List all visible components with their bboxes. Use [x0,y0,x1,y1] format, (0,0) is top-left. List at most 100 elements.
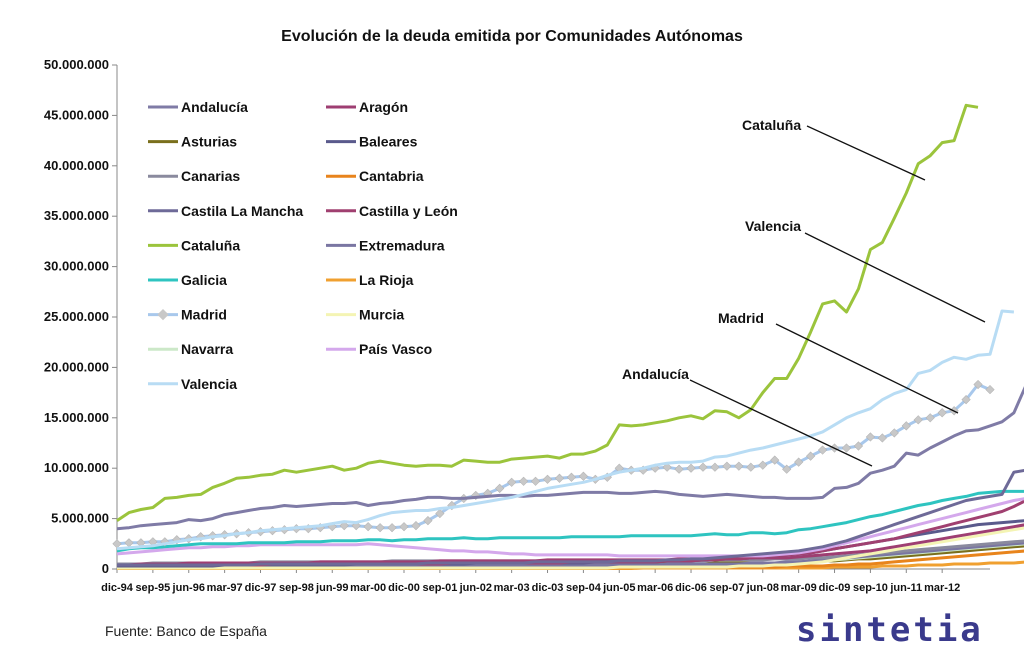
series-line-Castila La Mancha [117,468,1024,567]
annotation-label: Andalucía [622,366,689,382]
madrid-marker [961,395,971,405]
madrid-marker [566,472,577,482]
x-tick-label: mar-12 [924,582,960,594]
legend-item: Cataluña [148,237,240,253]
madrid-marker [877,433,887,443]
legend-item: Castila La Mancha [148,203,303,219]
annotation-label: Madrid [718,310,764,326]
legend-item: Navarra [148,341,233,357]
y-tick-label: 20.000.000 [44,359,109,374]
madrid-marker [578,471,588,481]
x-tick-label: dic-97 [245,582,277,594]
legend-label: Cataluña [181,237,240,253]
madrid-marker [841,443,852,453]
legend-item: Madrid [148,307,227,323]
y-tick-label: 50.000.000 [44,57,109,72]
madrid-marker [913,415,923,425]
y-tick-label: 25.000.000 [44,309,109,324]
madrid-marker [746,462,756,472]
legend-label: Galicia [181,272,227,288]
series-line-Murcia [117,526,1024,570]
legend-item: Baleares [326,134,418,150]
x-tick-label: dic-00 [388,582,420,594]
legend-item: Valencia [148,376,237,392]
madrid-marker [985,384,995,395]
annotation-leader [689,379,873,467]
legend-item: Asturias [148,134,237,150]
series-line-Cataluña [116,103,979,522]
y-tick-label: 10.000.000 [44,460,109,475]
madrid-marker [770,455,780,465]
x-tick-label: sep-10 [853,582,888,594]
legend-label: Asturias [181,134,237,150]
madrid-marker [542,474,553,484]
x-tick-label: jun-96 [172,582,205,594]
legend-item: Murcia [326,307,404,323]
x-tick-label: dic-94 [101,582,134,594]
brand-logo: sintetia [796,610,984,650]
madrid-marker [925,413,935,423]
y-tick-label: 5.000.000 [51,511,109,526]
annotation-leader [806,125,926,181]
x-tick-label: dic-09 [819,582,851,594]
legend-label: Valencia [181,376,237,392]
madrid-marker [363,522,373,532]
legend-label: Aragón [359,99,408,115]
madrid-marker [734,461,744,471]
madrid-marker [124,538,134,548]
madrid-marker [758,460,768,470]
madrid-marker [507,477,517,487]
madrid-marker [901,421,911,431]
x-tick-label: jun-05 [602,582,635,594]
x-tick-label: sep-98 [279,582,314,594]
series-lines [112,103,1024,570]
madrid-marker [937,408,947,418]
madrid-marker [148,537,158,547]
legend-label: Canarias [181,168,240,184]
madrid-marker [782,464,792,474]
legend-item: Aragón [326,99,408,115]
legend-label: Baleares [359,134,418,150]
madrid-marker [865,432,876,442]
legend-item: Canarias [148,168,240,184]
source-note: Fuente: Banco de España [105,623,267,639]
legend-item: Cantabria [326,168,424,184]
x-tick-label: sep-01 [422,582,457,594]
madrid-marker [710,462,720,472]
madrid-marker [614,463,624,473]
annotation-leader [775,323,959,414]
legend-marker [157,308,169,321]
legend-label: Castilla y León [359,203,458,219]
legend-item: Galicia [148,272,227,288]
series-line-País Vasco [116,497,1024,558]
legend-label: Andalucía [181,99,248,115]
x-tick-label: mar-00 [350,582,386,594]
series-line-Andalucía [116,386,1024,531]
madrid-marker [674,464,684,474]
annotation-leader [804,232,986,323]
y-tick-label: 45.000.000 [44,107,109,122]
legend-label: Castila La Mancha [181,203,303,219]
y-tick-label: 0 [102,561,109,576]
legend-label: La Rioja [359,272,414,288]
x-tick-label: jun-08 [746,582,779,594]
madrid-marker [399,522,409,532]
y-tick-label: 15.000.000 [44,410,109,425]
x-tick-label: mar-97 [207,582,243,594]
madrid-marker [973,379,983,390]
madrid-marker [495,483,505,493]
axes: 0 5.000.000 10.000.000 15.000.000 20.000.000… [44,57,990,594]
madrid-marker [817,445,828,455]
x-tick-label: jun-99 [315,582,348,594]
madrid-marker [889,428,899,438]
legend-label: Cantabria [359,168,424,184]
legend-label: Navarra [181,341,233,357]
series-line-Galicia [116,489,1024,553]
y-tick-label: 40.000.000 [44,158,109,173]
y-tick-label: 30.000.000 [44,259,109,274]
madrid-marker [530,476,541,486]
x-tick-label: mar-03 [494,582,530,594]
madrid-marker [794,457,804,467]
legend-label: País Vasco [359,341,432,357]
y-tick-label: 35.000.000 [44,208,109,223]
